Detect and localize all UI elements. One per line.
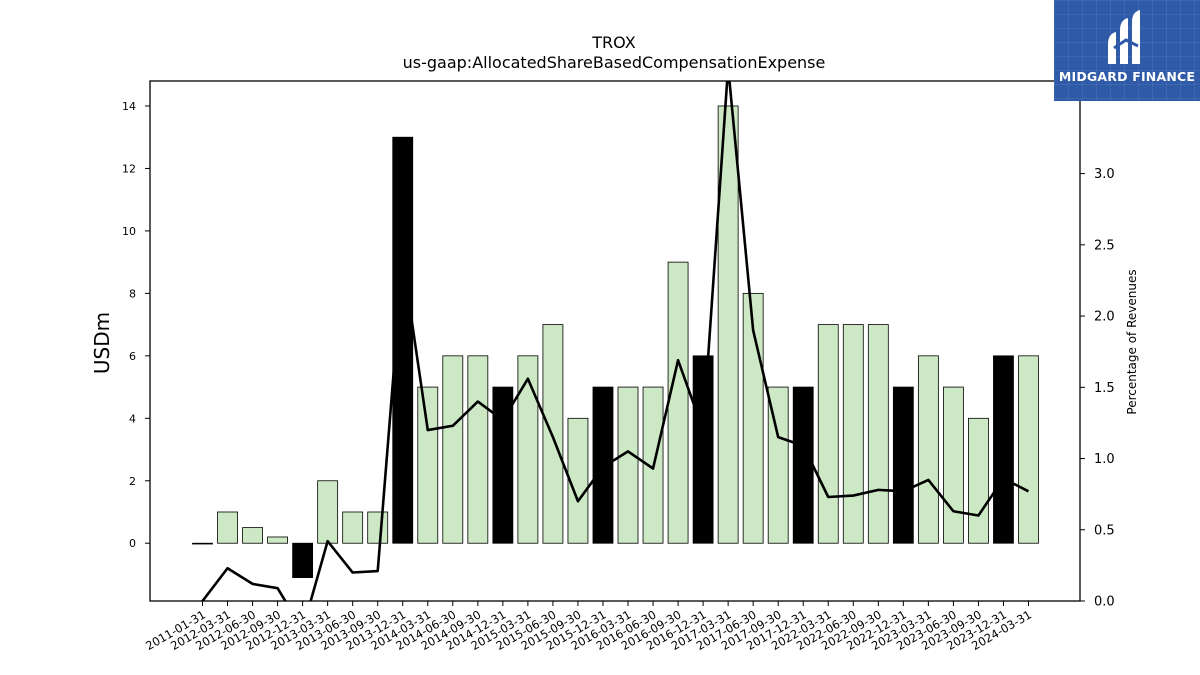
bar bbox=[817, 324, 839, 544]
bar bbox=[767, 386, 789, 544]
bar bbox=[492, 386, 514, 544]
bar bbox=[317, 480, 339, 544]
bar bbox=[968, 417, 989, 544]
bar bbox=[1018, 355, 1039, 544]
y-tick-label: 8 bbox=[129, 287, 136, 300]
bar bbox=[592, 386, 614, 544]
y-tick-label: 0 bbox=[129, 537, 136, 550]
bar bbox=[842, 324, 864, 544]
bar bbox=[367, 511, 389, 544]
bar bbox=[917, 355, 939, 544]
bar bbox=[867, 324, 889, 544]
midgard-finance-logo: MIDGARD FINANCE bbox=[1054, 0, 1200, 101]
y2-tick-label: 3.0 bbox=[1094, 167, 1115, 182]
y2-axis-label: Percentage of Revenues bbox=[1125, 269, 1139, 414]
y-tick-label: 14 bbox=[122, 100, 136, 113]
percentage-line bbox=[201, 81, 1030, 601]
bar bbox=[692, 355, 714, 544]
plot-frame bbox=[149, 80, 1081, 602]
bar bbox=[617, 386, 639, 544]
bar bbox=[442, 355, 464, 544]
chart-subtitle: us-gaap:AllocatedShareBasedCompensationE… bbox=[403, 53, 826, 72]
y-tick-label: 12 bbox=[122, 162, 136, 175]
y2-tick-label: 1.0 bbox=[1094, 452, 1115, 467]
logo-text: MIDGARD FINANCE bbox=[1058, 69, 1196, 84]
y2-tick-label: 0.0 bbox=[1094, 595, 1115, 610]
y-tick-label: 2 bbox=[129, 475, 136, 488]
y2-tick-label: 1.5 bbox=[1094, 381, 1115, 396]
bar bbox=[567, 417, 589, 544]
bar bbox=[517, 355, 539, 544]
bar bbox=[943, 386, 964, 544]
y-tick-label: 4 bbox=[129, 412, 136, 425]
bar bbox=[242, 527, 263, 544]
y-tick-label: 6 bbox=[129, 350, 136, 363]
bar bbox=[417, 386, 439, 544]
bar bbox=[392, 136, 414, 544]
bar bbox=[292, 542, 314, 578]
bar bbox=[892, 386, 914, 544]
bar bbox=[342, 511, 364, 544]
y2-tick-label: 0.5 bbox=[1094, 523, 1115, 538]
chart-title: TROX bbox=[591, 33, 635, 52]
bar bbox=[717, 105, 739, 544]
bar bbox=[467, 355, 489, 544]
bar bbox=[993, 355, 1014, 544]
logo-mark-icon bbox=[1108, 10, 1140, 64]
y2-tick-label: 2.5 bbox=[1094, 238, 1115, 253]
bar bbox=[667, 261, 689, 544]
bar bbox=[192, 542, 213, 545]
bar bbox=[217, 511, 238, 544]
plot-area: 024681012140.00.51.01.52.02.53.02011-01-… bbox=[122, 80, 1115, 653]
y2-tick-label: 2.0 bbox=[1094, 310, 1115, 325]
y-tick-label: 10 bbox=[122, 225, 136, 238]
bar bbox=[792, 386, 814, 544]
bar bbox=[267, 536, 288, 544]
y-axis-label: USDm bbox=[90, 312, 114, 374]
